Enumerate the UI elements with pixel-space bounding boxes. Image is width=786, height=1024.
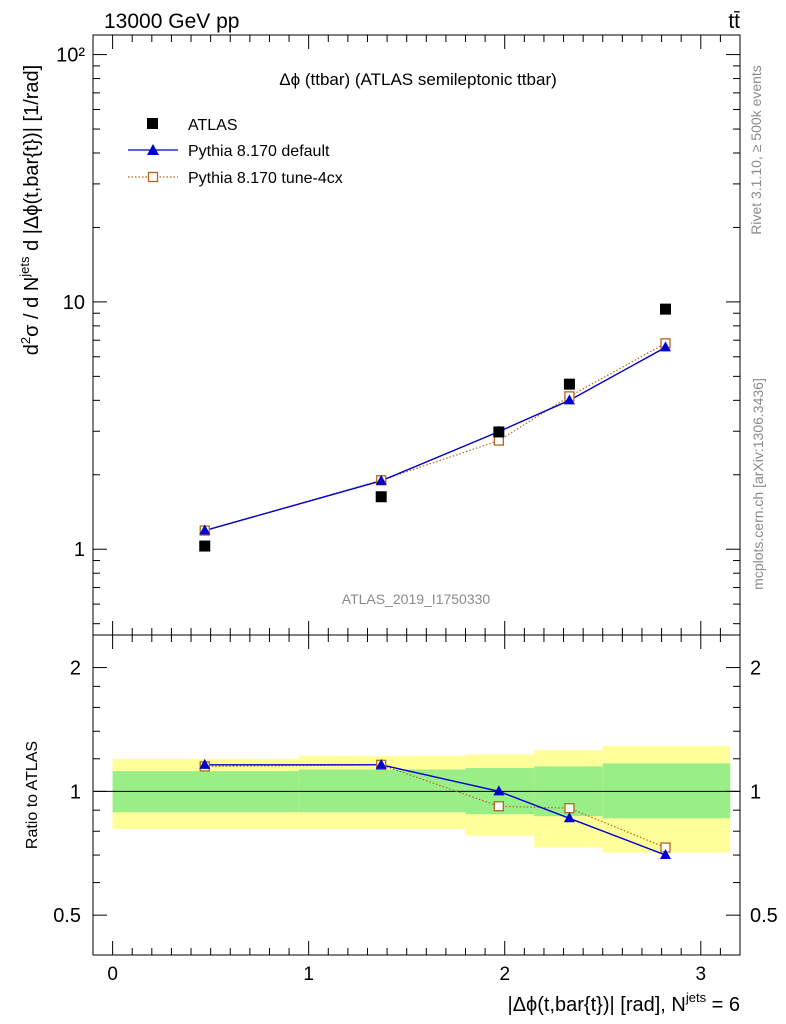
stat-uncertainty-band bbox=[602, 763, 731, 819]
ratio-y-tick-label-right: 2 bbox=[750, 658, 761, 680]
analysis-watermark: ATLAS_2019_I1750330 bbox=[342, 591, 491, 607]
main-y-tick-label: 1 bbox=[74, 539, 85, 561]
atlas-point bbox=[199, 540, 211, 552]
ratio-y-tick-label: 2 bbox=[70, 658, 81, 680]
x-tick-label: 1 bbox=[303, 964, 314, 985]
axes-ticks: 0 1 2 3 1 10 10² 0.5 0.5 1 1 2 2 bbox=[53, 35, 778, 985]
chart-marks bbox=[199, 303, 671, 860]
x-tick-label: 2 bbox=[499, 964, 510, 985]
atlas-point bbox=[375, 491, 387, 503]
source-reference-label: mcplots.cern.ch [arXiv:1306.3436] bbox=[750, 378, 766, 590]
x-tick-label: 3 bbox=[695, 964, 706, 985]
legend-atlas-marker bbox=[147, 118, 158, 129]
legend-tune4cx-label: Pythia 8.170 tune-4cx bbox=[188, 170, 343, 187]
ratio-uncertainty-bands bbox=[112, 745, 731, 853]
ratio-y-tick-label-right: 1 bbox=[750, 781, 761, 803]
ratio-y-axis-label: Ratio to ATLAS bbox=[24, 741, 41, 849]
x-tick-label: 0 bbox=[107, 964, 118, 985]
main-y-tick-label: 10 bbox=[63, 292, 85, 314]
ratio-default-point bbox=[659, 849, 671, 860]
main-y-axis-label: d2σ / d Njets d |Δϕ(t,bar{t})| [1/rad] bbox=[17, 65, 43, 355]
atlas-point bbox=[493, 426, 505, 438]
tune4cx-line bbox=[204, 342, 666, 532]
default-line bbox=[204, 346, 666, 532]
default-point bbox=[375, 474, 387, 485]
ratio-tune4cx-point bbox=[493, 801, 504, 812]
energy-label: 13000 GeV pp bbox=[104, 10, 239, 33]
ratio-default-point bbox=[375, 758, 387, 769]
ratio-panel-frame bbox=[92, 634, 741, 956]
main-y-tick-label: 10² bbox=[56, 45, 85, 67]
atlas-point bbox=[659, 303, 671, 315]
legend-default-label: Pythia 8.170 default bbox=[188, 143, 330, 160]
default-point bbox=[563, 394, 575, 405]
x-axis-label: |Δϕ(t,bar{t})| [rad], Njets = 6 bbox=[508, 990, 741, 1016]
ratio-y-tick-label: 1 bbox=[70, 781, 81, 803]
stat-uncertainty-band bbox=[298, 769, 466, 813]
rivet-version-label: Rivet 3.1.10, ≥ 500k events bbox=[748, 65, 764, 235]
ratio-default-point bbox=[493, 785, 505, 796]
process-label: tt̄ bbox=[728, 10, 740, 33]
legend: ATLAS Pythia 8.170 default Pythia 8.170 … bbox=[128, 117, 343, 187]
ratio-y-tick-label-right: 0.5 bbox=[750, 905, 778, 927]
main-title: Δϕ (ttbar) (ATLAS semileptonic ttbar) bbox=[279, 70, 557, 89]
default-point bbox=[199, 524, 211, 535]
ratio-y-tick-label: 0.5 bbox=[53, 905, 81, 927]
ratio-tune4cx-point bbox=[564, 803, 575, 814]
ratio-default-point bbox=[563, 812, 575, 823]
legend-tune4cx-marker bbox=[147, 171, 159, 183]
legend-default-marker bbox=[147, 144, 159, 155]
ratio-default-point bbox=[199, 758, 211, 769]
atlas-point bbox=[563, 378, 575, 390]
default-point bbox=[659, 341, 671, 352]
legend-atlas-label: ATLAS bbox=[188, 117, 238, 134]
